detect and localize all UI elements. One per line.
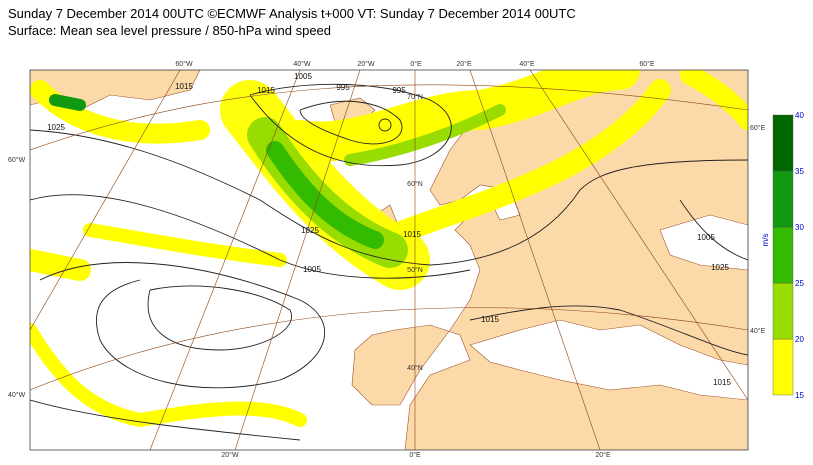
isobar-label: 1005 [294, 72, 312, 81]
lat-label: 60°W [8, 156, 26, 164]
black-sea [659, 214, 748, 271]
graticule [30, 70, 748, 450]
isobars [30, 83, 748, 441]
isobar-label: 1015 [175, 82, 193, 91]
colorbar-swatch [772, 226, 794, 284]
colorbar-tick-label: 15 [795, 391, 804, 400]
isobar-label: 1025 [47, 123, 65, 132]
colorbar-swatch [772, 282, 794, 340]
colorbar-swatch [772, 114, 794, 172]
lon-label: 20°E [595, 451, 611, 459]
isobar-label: 1025 [301, 226, 319, 235]
lon-label: 40°W [293, 60, 311, 68]
colorbar: 15 20 25 30 35 40 m/s [761, 111, 804, 400]
lon-label: 40°E [519, 60, 535, 68]
colorbar-tick-label: 35 [795, 167, 804, 176]
colorbar-tick-label: 30 [795, 223, 804, 232]
mediterranean [469, 319, 748, 401]
colorbar-tick-label: 25 [795, 279, 804, 288]
subtitle: Surface: Mean sea level pressure / 850-h… [8, 23, 332, 38]
map-frame [29, 69, 749, 451]
lat-label: 40°W [8, 391, 26, 399]
lat-label: 40°E [750, 327, 766, 335]
isobar-label: 1005 [697, 233, 715, 242]
lon-label: 20°W [357, 60, 375, 68]
isobar-label: 1015 [403, 230, 421, 239]
lat-label: 50°N [407, 266, 423, 274]
lon-label: 0°E [410, 60, 422, 68]
wind-shading [30, 70, 748, 427]
lon-label: 60°W [175, 60, 193, 68]
low-center [378, 118, 392, 132]
lon-label: 20°E [456, 60, 472, 68]
lon-label: 0°E [409, 451, 421, 459]
lat-label: 40°N [407, 364, 423, 372]
title: Sunday 7 December 2014 00UTC ©ECMWF Anal… [8, 6, 576, 21]
map [30, 70, 748, 450]
isobar-label: 1015 [257, 86, 275, 95]
isobar-label: 995 [336, 83, 350, 92]
colorbar-tick-label: 20 [795, 335, 804, 344]
isobar-label: 1025 [711, 263, 729, 272]
title-block: Sunday 7 December 2014 00UTC ©ECMWF Anal… [8, 5, 576, 39]
lon-label: 20°W [221, 451, 239, 459]
colorbar-swatch [772, 170, 794, 228]
map-labels: 60°W 40°W 20°W 0°E 20°E 40°E 60°E 20°W 0°E 20°E 60… [8, 60, 766, 459]
lat-label: 70°N [407, 93, 423, 101]
lon-label: 60°E [639, 60, 655, 68]
isobar-label: 1015 [481, 315, 499, 324]
lat-label: 60°N [407, 180, 423, 188]
isobar-label: 1015 [713, 378, 731, 387]
isobar-label: 1005 [303, 265, 321, 274]
colorbar-unit: m/s [761, 234, 770, 247]
lat-label: 60°E [750, 124, 766, 132]
colorbar-swatch [772, 338, 794, 396]
isobar-label: 995 [392, 86, 406, 95]
colorbar-tick-label: 40 [795, 111, 804, 120]
